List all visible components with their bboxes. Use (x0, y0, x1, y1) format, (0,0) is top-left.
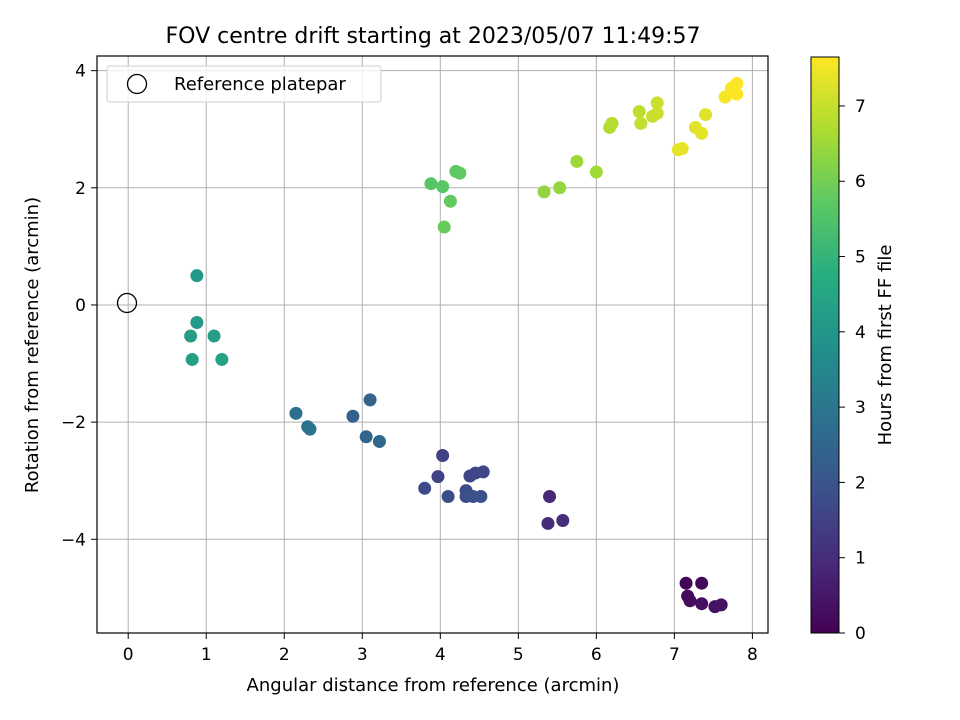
data-point (730, 77, 744, 91)
colorbar-tick-label: 3 (855, 398, 866, 418)
legend-box (106, 65, 382, 103)
data-point (184, 329, 198, 343)
plot-frame (96, 55, 769, 634)
grid-lines (97, 56, 768, 633)
data-point (570, 154, 584, 168)
reference-platepar-marker (116, 292, 138, 314)
y-tick-label: −2 (61, 413, 86, 433)
x-tick-label: 8 (747, 645, 758, 665)
y-axis-label: Rotation from reference (arcmin) (22, 197, 43, 493)
data-point (190, 269, 204, 283)
data-point (650, 96, 664, 110)
data-point (474, 490, 488, 504)
data-point (443, 194, 457, 208)
x-tick-label: 2 (279, 645, 290, 665)
data-point (436, 180, 450, 194)
colorbar-tick-label: 2 (855, 473, 866, 493)
data-point (289, 406, 303, 420)
data-point (589, 165, 603, 179)
colorbar-tick-label: 6 (855, 172, 866, 192)
data-point (215, 352, 229, 366)
data-point (543, 490, 557, 504)
data-point (695, 597, 709, 611)
x-axis-ticks: 0 1 2 3 4 5 6 7 8 (123, 633, 758, 665)
data-point (372, 434, 386, 448)
y-axis-ticks: −4 −2 0 2 4 (61, 62, 97, 550)
colorbar-tick-label: 5 (855, 248, 866, 268)
colorbar: 0 1 2 3 4 5 6 7 Hours from first FF file (810, 56, 896, 644)
data-point (683, 594, 697, 608)
data-point (431, 470, 445, 484)
x-tick-label: 0 (123, 645, 134, 665)
data-point (537, 185, 551, 199)
legend-label: Reference platepar (174, 74, 346, 95)
colorbar-tick-label: 7 (855, 97, 866, 117)
y-tick-label: 4 (75, 62, 86, 82)
data-point (699, 108, 713, 122)
legend: Reference platepar (106, 65, 382, 103)
data-point (190, 316, 204, 330)
data-point (714, 598, 728, 612)
legend-marker-icon (126, 73, 148, 95)
x-tick-label: 3 (357, 645, 368, 665)
data-points (184, 77, 744, 614)
colorbar-tick-label: 0 (855, 624, 866, 644)
data-point (441, 490, 455, 504)
data-point (437, 220, 451, 234)
data-point (556, 514, 570, 528)
data-point (476, 465, 490, 479)
colorbar-ticks: 0 1 2 3 4 5 6 7 (839, 97, 866, 644)
data-point (553, 181, 567, 195)
y-tick-label: 0 (75, 296, 86, 316)
x-axis-label: Angular distance from reference (arcmin) (247, 675, 620, 696)
data-point (634, 116, 648, 130)
colorbar-tick-label: 4 (855, 323, 866, 343)
data-point (185, 352, 199, 366)
data-point (207, 329, 221, 343)
data-point (730, 87, 744, 101)
y-tick-label: 2 (75, 179, 86, 199)
data-point (346, 409, 360, 423)
colorbar-gradient (810, 56, 840, 634)
y-tick-label: −4 (61, 530, 86, 550)
data-point (436, 449, 450, 463)
chart-title: FOV centre drift starting at 2023/05/07 … (166, 24, 701, 49)
x-tick-label: 4 (435, 645, 446, 665)
data-point (418, 481, 432, 495)
data-point (424, 177, 438, 191)
data-point (632, 105, 646, 119)
data-point (303, 422, 317, 436)
data-point (605, 116, 619, 130)
data-point (363, 393, 377, 407)
x-tick-label: 7 (669, 645, 680, 665)
colorbar-label: Hours from first FF file (875, 245, 896, 446)
data-point (453, 166, 467, 180)
data-point (695, 576, 709, 590)
colorbar-tick-label: 1 (855, 549, 866, 569)
data-point (679, 576, 693, 590)
x-tick-label: 6 (591, 645, 602, 665)
data-point (650, 106, 664, 120)
data-point (359, 430, 373, 444)
x-tick-label: 5 (513, 645, 524, 665)
x-tick-label: 1 (201, 645, 212, 665)
data-point (541, 516, 555, 530)
data-point (675, 142, 689, 156)
data-point (695, 126, 709, 140)
